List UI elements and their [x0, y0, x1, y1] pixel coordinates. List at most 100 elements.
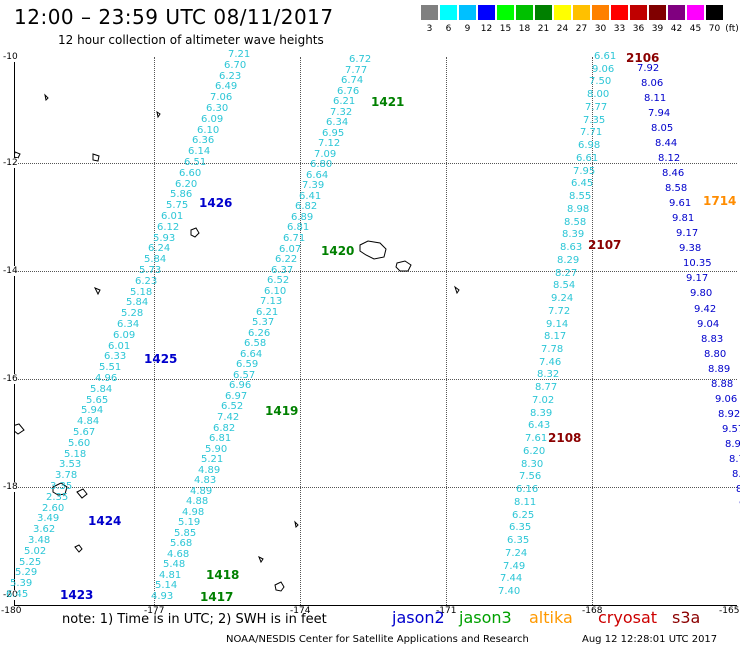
- wave-height-value: 5.84: [144, 254, 167, 265]
- legend-s3a: s3a: [672, 608, 701, 627]
- wave-height-value: 7.71: [580, 127, 603, 138]
- wave-height-value: 6.45: [6, 589, 29, 600]
- wave-height-value: 7.24: [505, 548, 528, 559]
- pass-label: 1424: [88, 514, 122, 528]
- wave-height-value: 4.81: [159, 570, 182, 581]
- wave-height-value: 5.73: [139, 265, 162, 276]
- wave-height-value: 7.72: [548, 306, 571, 317]
- wave-height-value: 6.59: [236, 359, 259, 370]
- wave-height-value: 6.82: [213, 423, 236, 434]
- wave-height-value: 5.51: [99, 362, 122, 373]
- scale-swatch: [687, 5, 704, 20]
- pass-label: 1419: [265, 404, 299, 418]
- grid-line-lat: [15, 163, 737, 164]
- scale-tick-label: 42: [670, 24, 683, 34]
- wave-height-value: 6.76: [337, 86, 360, 97]
- wave-height-value: 5.67: [73, 427, 96, 438]
- scale-tick-label: 9: [464, 24, 471, 34]
- wave-height-value: 8.76: [736, 484, 740, 495]
- wave-height-value: 6.35: [507, 535, 530, 546]
- coastline-outlines: [15, 93, 460, 592]
- wave-height-value: 7.61: [525, 433, 548, 444]
- lon-label: -174: [290, 606, 311, 616]
- wave-height-value: 6.97: [225, 391, 248, 402]
- scale-swatch: [706, 5, 723, 20]
- wave-height-value: 5.37: [252, 317, 275, 328]
- page-subtitle: 12 hour collection of altimeter wave hei…: [58, 33, 324, 47]
- wave-height-value: 6.61: [576, 153, 599, 164]
- lat-label: -20: [3, 590, 18, 600]
- island-viti-levu: [52, 482, 68, 496]
- wave-height-value: 8.06: [641, 78, 664, 89]
- wave-height-value: 8.95: [725, 439, 740, 450]
- scale-swatch: [478, 5, 495, 20]
- wave-height-value: 6.07: [279, 244, 302, 255]
- wave-height-value: 4.98: [182, 507, 205, 518]
- scale-tick-label: 27: [575, 24, 588, 34]
- grid-line-lat: [15, 379, 737, 380]
- wave-height-value: 5.39: [10, 578, 33, 589]
- island-upolu: [359, 240, 387, 260]
- wave-height-value: 7.92: [637, 63, 660, 74]
- wave-height-value: 4.88: [186, 496, 209, 507]
- pass-label: 1423: [60, 588, 94, 602]
- wave-height-value: 8.11: [644, 93, 667, 104]
- wave-height-value: 8.27: [555, 268, 578, 279]
- scale-tick-label: 21: [537, 24, 550, 34]
- wave-height-value: 6.58: [244, 338, 267, 349]
- wave-height-value: 6.57: [233, 370, 256, 381]
- wave-height-value: 6.09: [201, 114, 224, 125]
- lat-label: -12: [3, 158, 18, 168]
- wave-height-value: 5.60: [68, 438, 91, 449]
- wave-height-value: 9.14: [546, 319, 569, 330]
- grid-line-lon: [154, 57, 155, 605]
- wave-height-value: 6.71: [283, 233, 306, 244]
- wave-height-value: 7.56: [519, 471, 542, 482]
- wave-height-value: 3.35: [50, 481, 73, 492]
- wave-height-value: 5.21: [201, 454, 224, 465]
- wave-height-value: 4.93: [151, 591, 174, 602]
- wave-height-value: 6.72: [349, 54, 372, 65]
- wave-height-value: 6.81: [287, 222, 310, 233]
- pass-label: 2107: [588, 238, 622, 252]
- scale-swatch: [554, 5, 571, 20]
- wave-height-value: 6.33: [104, 351, 127, 362]
- wave-height-value: 5.68: [170, 538, 193, 549]
- wave-height-value: 6.01: [108, 341, 131, 352]
- wave-height-value: 5.84: [90, 384, 113, 395]
- wave-height-value: 6.95: [322, 128, 345, 139]
- credit-text: NOAA/NESDIS Center for Satellite Applica…: [226, 634, 529, 645]
- lon-label: -171: [436, 606, 457, 616]
- wave-height-value: 7.32: [330, 107, 353, 118]
- wave-height-value: 4.84: [77, 416, 100, 427]
- scale-tick-label: 39: [651, 24, 664, 34]
- wave-height-value: 3.53: [59, 459, 82, 470]
- wave-height-value: 8.00: [587, 89, 610, 100]
- pass-label: 1421: [371, 95, 405, 109]
- wave-height-value: 8.12: [658, 153, 681, 164]
- wave-height-value: 6.34: [326, 117, 349, 128]
- wave-height-value: 8.63: [560, 242, 583, 253]
- scale-tick-label: 30: [594, 24, 607, 34]
- wave-height-value: 7.40: [498, 586, 521, 597]
- wave-height-value: 6.52: [221, 401, 244, 412]
- lat-label: -18: [3, 482, 18, 492]
- wave-height-value: 8.54: [553, 280, 576, 291]
- wave-height-value: 6.51: [184, 157, 207, 168]
- wave-height-value: 5.85: [174, 528, 197, 539]
- wave-height-value: 9.42: [694, 304, 717, 315]
- wave-height-value: 9.61: [669, 198, 692, 209]
- wave-height-value: 6.10: [264, 286, 287, 297]
- wave-height-value: 6.23: [219, 71, 242, 82]
- wave-height-value: 6.64: [306, 170, 329, 181]
- wave-height-value: 7.35: [583, 115, 606, 126]
- lon-label: -177: [144, 606, 165, 616]
- lat-label: -10: [3, 52, 18, 62]
- wave-height-value: 8.98: [567, 204, 590, 215]
- wave-height-value: 5.75: [166, 200, 189, 211]
- wave-height-value: 6.89: [291, 212, 314, 223]
- wave-height-value: 2.35: [46, 492, 69, 503]
- wave-height-value: 7.44: [500, 573, 523, 584]
- wave-height-value: 8.39: [562, 229, 585, 240]
- wave-height-value: 4.89: [198, 465, 221, 476]
